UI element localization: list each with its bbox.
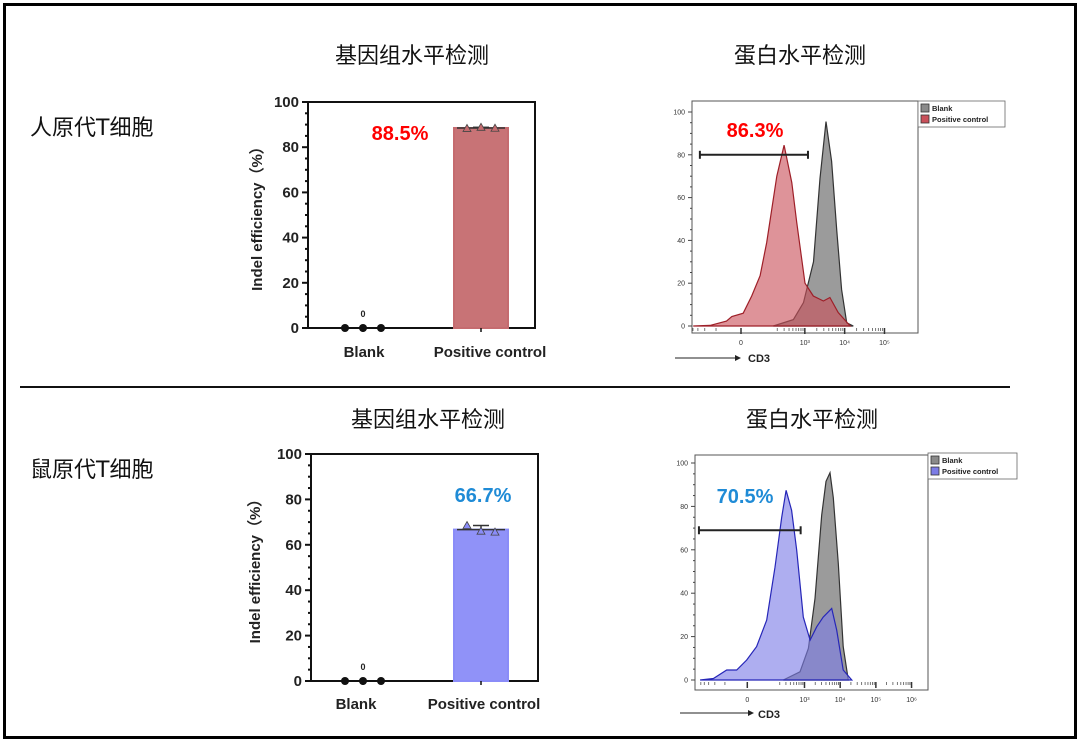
arrow-head-icon xyxy=(748,710,754,716)
data-point-triangle xyxy=(476,526,486,535)
x-tick-label: 10³ xyxy=(800,340,811,347)
y-tick-label: 100 xyxy=(274,94,299,111)
y-tick-label: 0 xyxy=(291,320,299,337)
y-tick-label: 40 xyxy=(677,238,685,245)
indel-bar-chart: 0 20 40 60 80 100 Indel efficiency（%） 0 66.7% Bla… xyxy=(246,446,540,713)
x-tick-label: 10⁵ xyxy=(879,340,890,347)
legend-box xyxy=(917,100,1006,128)
x-tick-label: 10⁶ xyxy=(906,697,917,704)
y-tick-label: 100 xyxy=(676,461,688,468)
x-tick-label: 10⁴ xyxy=(835,697,846,704)
figure-frame xyxy=(3,3,1077,739)
legend-swatch-positive-control xyxy=(930,466,940,476)
indel-bar-chart: 0 20 40 60 80 100 Indel efficiency（%） 0 88.5% Bla… xyxy=(248,94,546,361)
category-label: Positive control xyxy=(434,344,547,361)
row-divider xyxy=(20,386,1010,388)
protein-title-mouse: 蛋白水平检测 xyxy=(745,408,879,433)
legend-box xyxy=(927,452,1018,480)
legend-label-blank: Blank xyxy=(942,456,963,465)
legend-label-positive-control: Positive control xyxy=(942,467,998,476)
genome-title-human: 基因组水平检测 xyxy=(334,44,490,69)
value-label-blank: 0 xyxy=(360,309,365,319)
bar-positive-control xyxy=(453,528,509,682)
category-label: Positive control xyxy=(428,696,541,713)
y-tick-label: 100 xyxy=(277,446,302,463)
y-tick-label: 20 xyxy=(677,281,685,288)
y-tick-label: 20 xyxy=(282,275,299,292)
y-tick-label: 80 xyxy=(680,504,688,511)
y-tick-label: 60 xyxy=(282,184,299,201)
protein-title-human: 蛋白水平检测 xyxy=(733,44,867,69)
legend-label-blank: Blank xyxy=(932,104,953,113)
legend-swatch-blank xyxy=(930,455,940,465)
y-tick-label: 20 xyxy=(680,634,688,641)
y-axis-label: Indel efficiency（%） xyxy=(248,139,266,291)
legend-swatch-blank xyxy=(920,103,930,113)
y-tick-label: 60 xyxy=(285,537,302,554)
data-point-blank xyxy=(341,324,349,332)
legend-label-positive-control: Positive control xyxy=(932,115,988,124)
gate-percentage-label: 70.5% xyxy=(717,486,774,508)
y-tick-label: 0 xyxy=(684,678,688,685)
cd3-histogram: 0 20 40 60 80 100 0 10³ 10⁴ 10⁵ 86.3% Blank Positive… xyxy=(673,100,1006,365)
x-tick-label: 10³ xyxy=(799,697,810,704)
category-label: Blank xyxy=(344,344,386,361)
value-label-blank: 0 xyxy=(360,662,365,672)
y-tick-label: 0 xyxy=(681,324,685,331)
y-tick-label: 0 xyxy=(294,673,302,690)
y-tick-label: 40 xyxy=(285,582,302,599)
y-tick-label: 60 xyxy=(677,195,685,202)
cd3-histogram: 0 20 40 60 80 100 0 10³ 10⁴ 10⁵ 10⁶ 70.5% Blank Posit… xyxy=(676,452,1018,721)
histogram-positive-control xyxy=(693,145,852,327)
data-point-triangle xyxy=(476,122,486,131)
y-tick-label: 60 xyxy=(680,547,688,554)
legend-swatch-positive-control xyxy=(920,114,930,124)
data-point-triangle xyxy=(462,123,472,132)
y-tick-label: 20 xyxy=(285,628,302,645)
y-tick-label: 80 xyxy=(285,491,302,508)
x-tick-label: 10⁴ xyxy=(839,340,850,347)
row-label-human: 人原代T细胞 xyxy=(30,116,154,141)
y-axis-label: Indel efficiency（%） xyxy=(246,492,264,644)
value-label-positive: 88.5% xyxy=(372,123,429,145)
row-label-mouse: 鼠原代T细胞 xyxy=(30,458,154,483)
x-tick-label: 10⁵ xyxy=(871,697,882,704)
y-tick-label: 40 xyxy=(680,591,688,598)
y-tick-label: 40 xyxy=(282,230,299,247)
y-tick-label: 80 xyxy=(282,139,299,156)
x-axis-label: CD3 xyxy=(758,709,780,721)
category-label: Blank xyxy=(336,696,378,713)
data-point-blank xyxy=(377,324,385,332)
gate-percentage-label: 86.3% xyxy=(727,120,784,142)
histogram-positive-control xyxy=(700,490,854,681)
x-axis-label: CD3 xyxy=(748,353,770,365)
genome-title-mouse: 基因组水平检测 xyxy=(350,408,506,433)
data-point-blank xyxy=(341,677,349,685)
y-tick-label: 80 xyxy=(677,152,685,159)
data-point-blank xyxy=(377,677,385,685)
y-tick-label: 100 xyxy=(673,110,685,117)
data-point-triangle xyxy=(490,527,500,536)
data-point-triangle xyxy=(490,123,500,132)
bar-positive-control xyxy=(453,126,509,329)
x-tick-label: 0 xyxy=(739,340,743,347)
arrow-head-icon xyxy=(735,355,741,361)
data-point-triangle xyxy=(462,520,472,529)
x-tick-label: 0 xyxy=(745,697,749,704)
value-label-positive: 66.7% xyxy=(455,485,512,507)
